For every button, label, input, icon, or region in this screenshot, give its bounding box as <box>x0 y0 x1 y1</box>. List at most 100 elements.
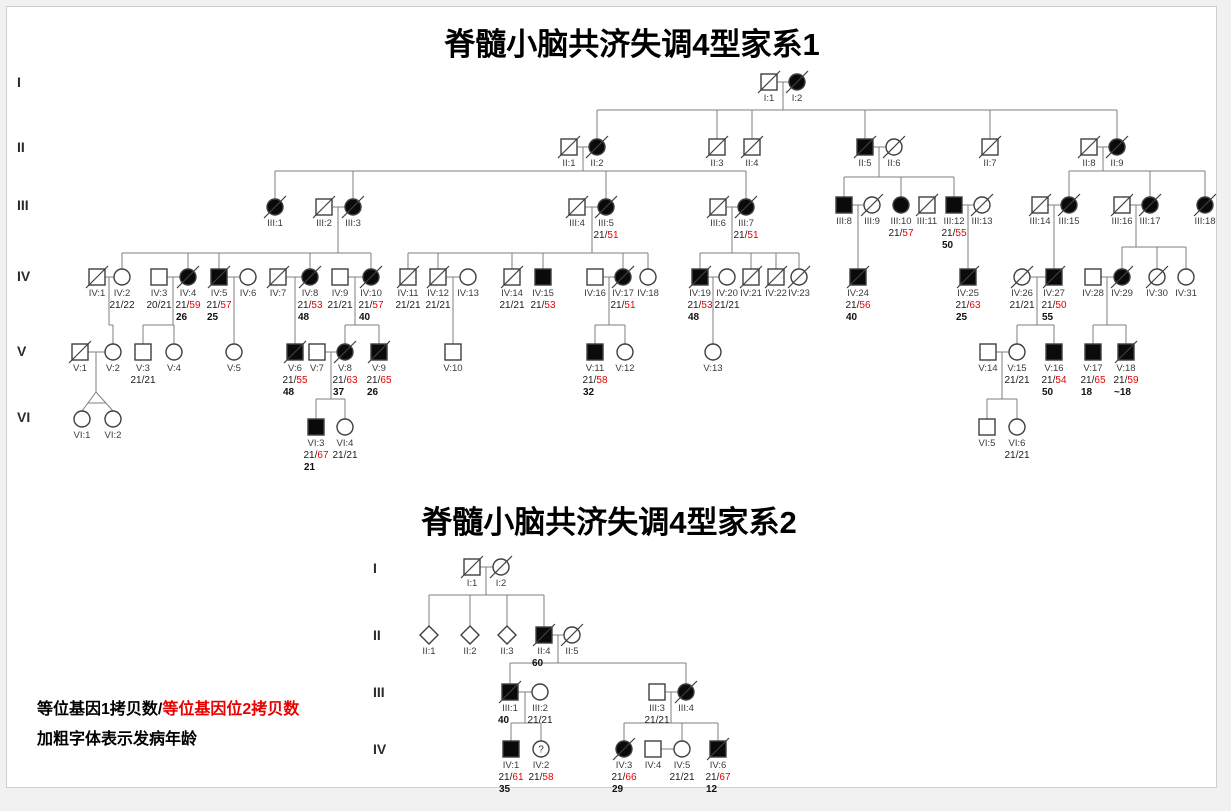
pedigree-line <box>81 391 97 412</box>
individual-family-1-III:7: III:721/51 <box>733 195 759 241</box>
legend-allele2-label: 等位基因位2拷贝数 <box>162 701 300 718</box>
id-label: V:10 <box>443 363 462 374</box>
individual-family-1-III:2: III:2 <box>312 195 336 229</box>
deceased-slash <box>585 135 609 159</box>
genotype-label: 21/21 <box>130 375 155 386</box>
family2-title: 脊髓小脑共济失调4型家系2 <box>421 505 797 540</box>
id-label: III:2 <box>316 218 332 229</box>
individual-family-1-VI:1: VI:1 <box>73 410 91 441</box>
individual-family-2-III:3: III:321/21 <box>644 683 670 726</box>
deceased-slash <box>500 265 524 289</box>
onset-age-label: ~18 <box>1114 387 1131 398</box>
deceased-slash <box>1110 193 1134 217</box>
id-label: III:10 <box>890 216 911 227</box>
id-label: VI:5 <box>979 438 996 449</box>
individual-family-2-III:4: III:4 <box>674 680 698 714</box>
id-label: IV:22 <box>765 288 787 299</box>
deceased-slash <box>706 195 730 219</box>
deceased-slash <box>978 135 1002 159</box>
individual-family-1-III:14: III:14 <box>1028 193 1052 227</box>
onset-age-label: 48 <box>298 312 310 323</box>
deceased-slash <box>1114 340 1138 364</box>
individual-family-1-III:17: III:17 <box>1138 193 1162 227</box>
individual-family-2-IV:5: IV:521/21 <box>669 740 695 783</box>
genotype-label: 20/21 <box>146 300 171 311</box>
id-label: I:1 <box>467 578 478 589</box>
id-label: IV:13 <box>457 288 479 299</box>
female-symbol <box>1008 343 1026 361</box>
genotype-label: 21/50 <box>1041 300 1066 311</box>
individual-family-2-III:1: III:140 <box>498 680 522 726</box>
individual-family-1-III:5: III:521/51 <box>593 195 619 241</box>
id-label: II:1 <box>562 158 575 169</box>
individual-family-1-IV:7: IV:7 <box>266 265 290 299</box>
male-symbol <box>307 418 325 436</box>
id-label: IV:15 <box>532 288 554 299</box>
individual-family-1-IV:16: IV:16 <box>584 268 606 299</box>
id-label: IV:18 <box>637 288 659 299</box>
id-label: IV:10 <box>360 288 382 299</box>
onset-age-label: 60 <box>532 658 544 669</box>
deceased-slash <box>367 340 391 364</box>
genotype-label: 21/21 <box>332 450 357 461</box>
id-label: III:12 <box>943 216 964 227</box>
deceased-slash <box>1145 265 1169 289</box>
male-symbol <box>1045 343 1063 361</box>
individual-family-1-V:4: V:4 <box>165 343 183 374</box>
genotype-label: 21/21 <box>714 300 739 311</box>
individual-family-1-VI:2: VI:2 <box>104 410 122 441</box>
male-symbol <box>586 343 604 361</box>
pedigree-line <box>95 391 114 412</box>
deceased-slash <box>207 265 231 289</box>
id-label: III:1 <box>502 703 518 714</box>
id-label: IV:4 <box>180 288 197 299</box>
id-label: V:14 <box>978 363 997 374</box>
onset-age-label: 26 <box>367 387 379 398</box>
id-label: V:18 <box>1116 363 1135 374</box>
genotype-label: 21/67 <box>705 772 730 783</box>
individual-family-1-V:7: V:7 <box>308 343 326 374</box>
individual-family-2-II:4: II:460 <box>532 623 556 669</box>
individual-family-1-V:10: V:10 <box>443 343 463 374</box>
female-symbol <box>225 343 243 361</box>
genotype-label: 21/53 <box>297 300 322 311</box>
individual-family-2-I:1: I:1 <box>460 555 484 589</box>
legend: 等位基因1拷贝数/等位基因位2拷贝数 加粗字体表示发病年龄 <box>37 695 299 755</box>
generation-label-V: V <box>17 343 27 359</box>
id-label: V:4 <box>167 363 181 374</box>
genotype-label: 21/21 <box>425 300 450 311</box>
female-symbol <box>704 343 722 361</box>
onset-age-label: 25 <box>956 312 968 323</box>
id-label: II:3 <box>500 646 513 657</box>
genotype-label: 21/66 <box>611 772 636 783</box>
individual-family-1-IV:31: IV:31 <box>1175 268 1197 299</box>
id-label: IV:7 <box>270 288 287 299</box>
individual-family-1-III:4: III:4 <box>565 195 589 229</box>
id-label: V:1 <box>73 363 87 374</box>
legend-allele1-label: 等位基因1拷贝数/ <box>37 701 163 718</box>
genotype-label: 21/22 <box>109 300 134 311</box>
id-label: VI:3 <box>308 438 325 449</box>
id-label: IV:4 <box>645 760 662 771</box>
id-label: III:16 <box>1111 216 1132 227</box>
individual-family-1-II:2: II:2 <box>585 135 609 169</box>
id-label: IV:14 <box>501 288 523 299</box>
deceased-slash <box>283 340 307 364</box>
id-label: V:5 <box>227 363 241 374</box>
deceased-slash <box>853 135 877 159</box>
id-label: IV:5 <box>674 760 691 771</box>
id-label: III:2 <box>532 703 548 714</box>
deceased-slash <box>1110 265 1134 289</box>
id-label: III:3 <box>649 703 665 714</box>
individual-family-1-V:14: V:14 <box>978 343 998 374</box>
